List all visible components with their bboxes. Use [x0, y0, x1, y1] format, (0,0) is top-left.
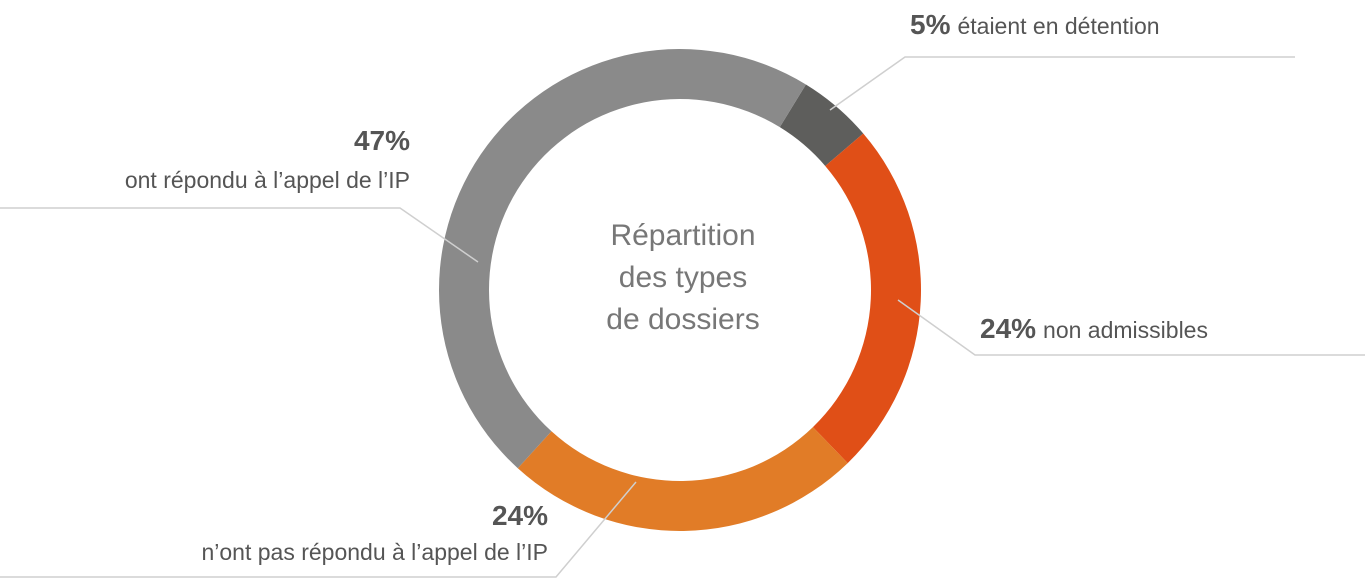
legend-label: étaient en détention: [957, 13, 1159, 39]
value-label: 24%: [492, 500, 548, 531]
leader-line: [897, 299, 1365, 356]
leader-line: [0, 481, 637, 578]
leader-line: [0, 207, 479, 263]
donut-slice: [517, 427, 848, 531]
value-label: 24%: [980, 313, 1036, 344]
donut-slice: [779, 84, 864, 166]
donut-slice: [812, 133, 921, 464]
center-title: de dossiers: [606, 303, 759, 336]
legend-label: ont répondu à l’appel de l’IP: [125, 167, 410, 193]
donut-slice: [438, 48, 806, 469]
legend-label: non admissibles: [1043, 317, 1208, 343]
center-title: Répartition: [610, 219, 755, 252]
value-label: 47%: [354, 125, 410, 156]
donut: [438, 48, 921, 531]
center-title: des types: [619, 261, 747, 294]
slice-label: 5% étaient en détention: [910, 9, 1160, 40]
value-label: 5%: [910, 9, 951, 40]
legend-label: n’ont pas répondu à l’appel de l’IP: [201, 539, 548, 565]
leader-line: [829, 56, 1295, 111]
slice-label: 24% non admissibles: [980, 313, 1208, 344]
